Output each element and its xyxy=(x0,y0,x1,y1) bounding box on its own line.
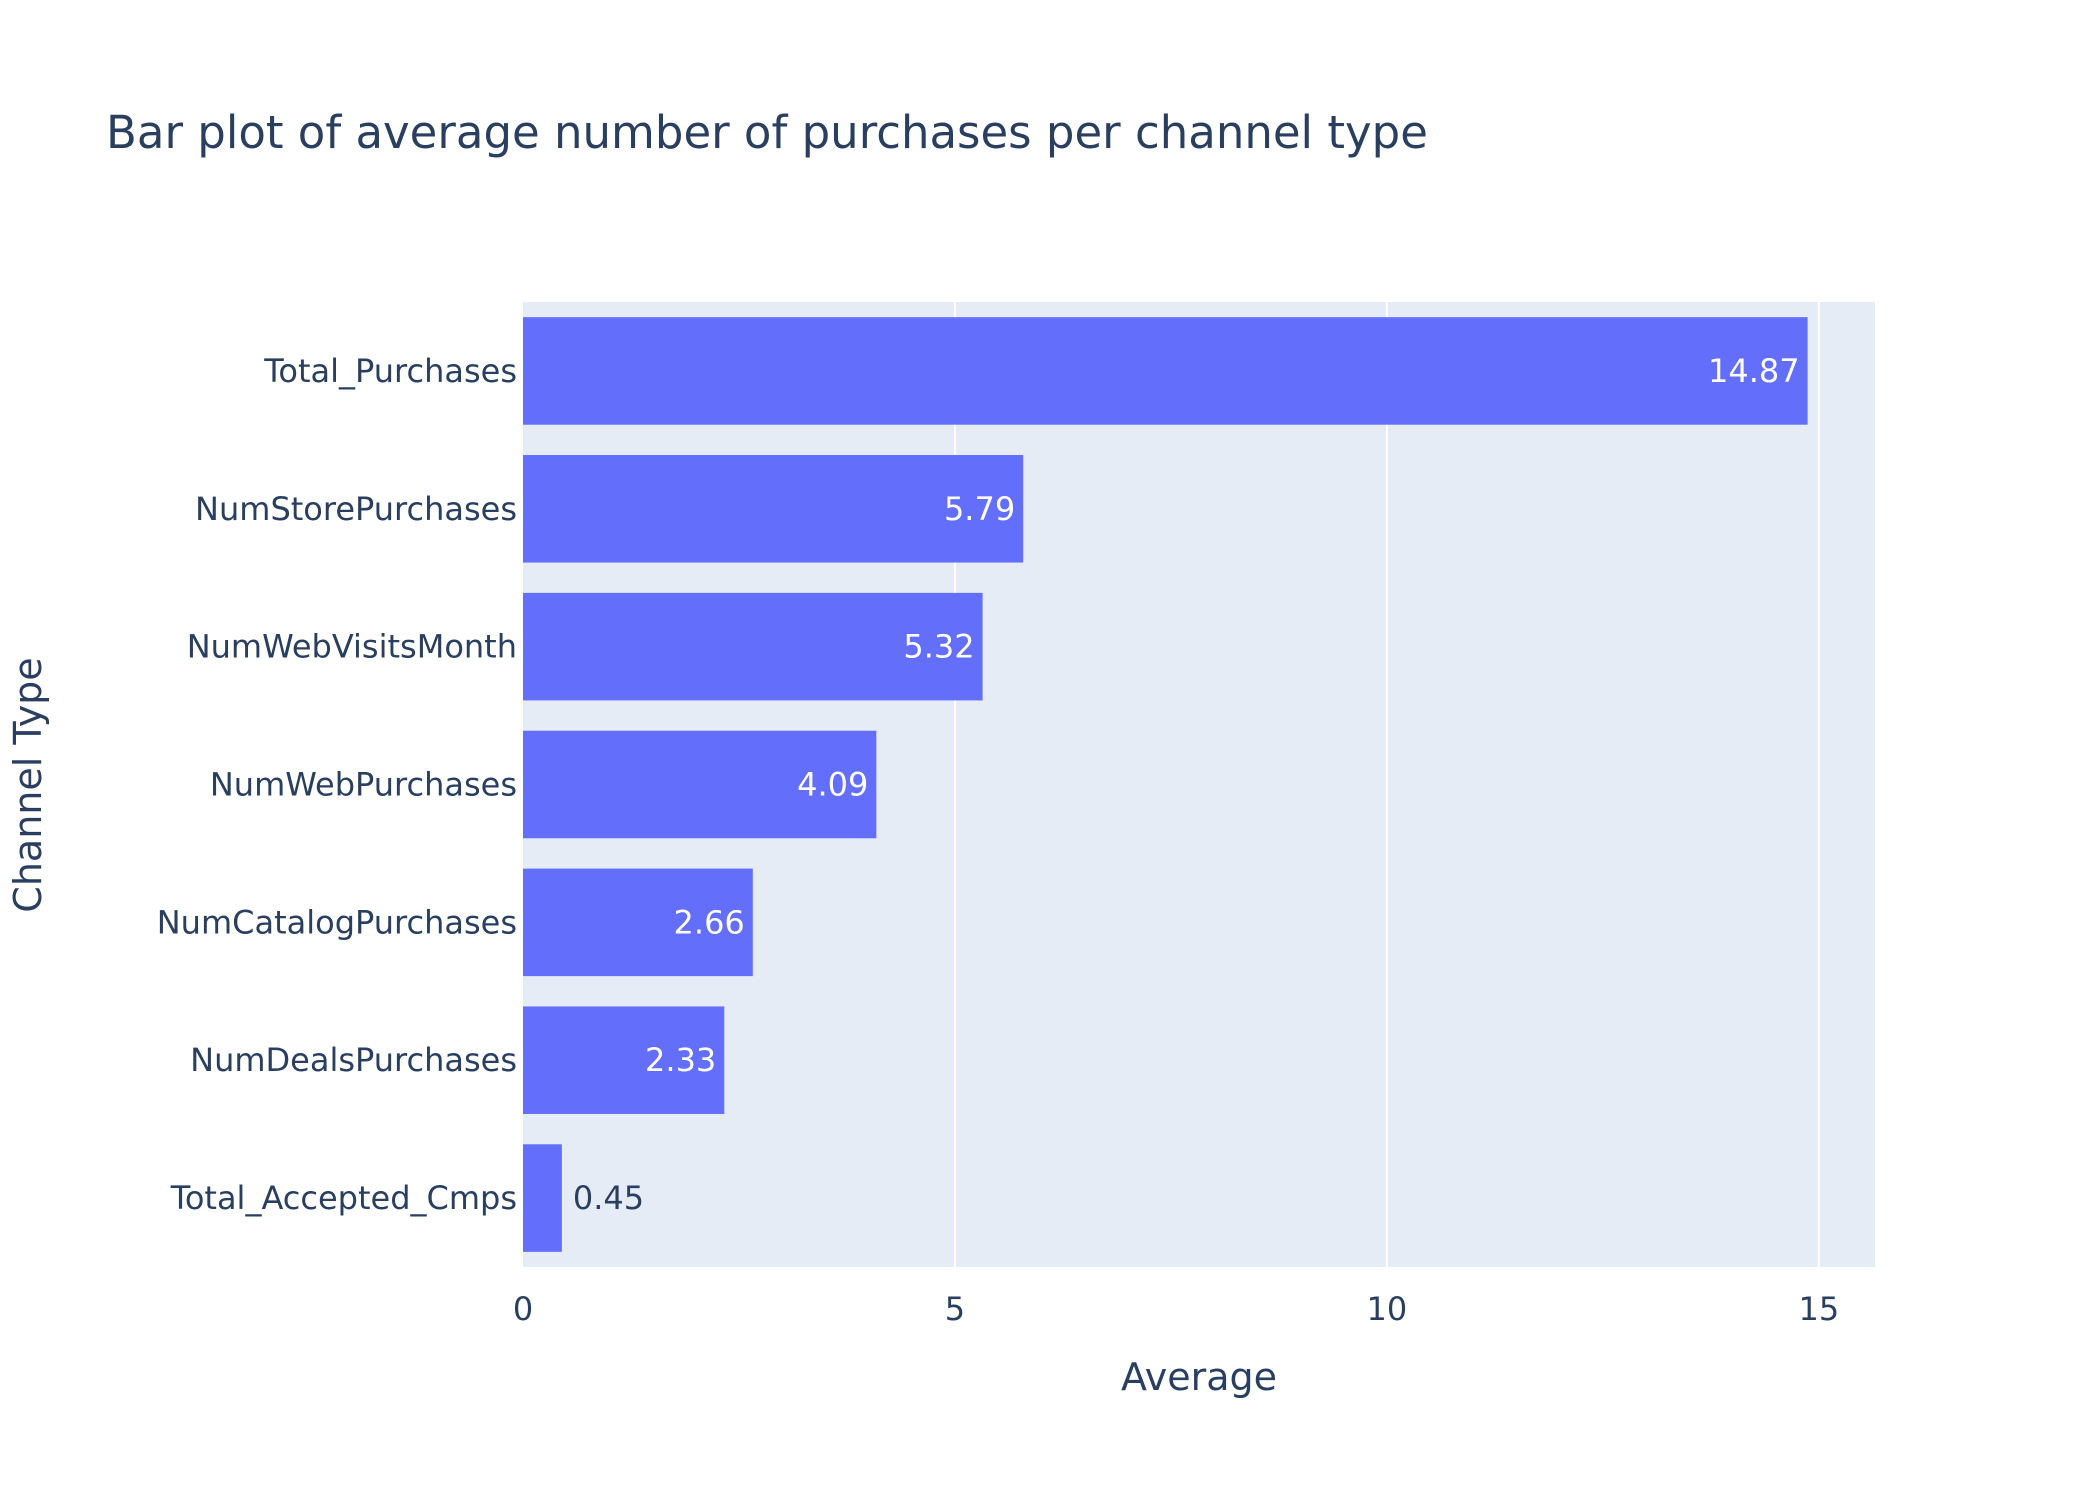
bar xyxy=(523,1144,562,1252)
bar-value-label: 4.09 xyxy=(797,766,868,804)
bar-value-label: 2.66 xyxy=(674,903,745,941)
bar xyxy=(523,1006,725,1114)
chart-title: Bar plot of average number of purchases … xyxy=(106,106,1428,159)
y-tick-label: Total_Accepted_Cmps xyxy=(170,1179,517,1217)
y-tick-label: NumDealsPurchases xyxy=(190,1041,517,1079)
x-axis-title: Average xyxy=(1121,1355,1277,1399)
y-tick-label: NumStorePurchases xyxy=(195,490,517,528)
bar xyxy=(523,317,1808,425)
bars: 14.87 5.79 5.32 4.09 2.66 2.33 0.45 xyxy=(523,317,1808,1252)
bar-value-label: 5.79 xyxy=(944,490,1015,528)
x-tick-label: 0 xyxy=(513,1290,533,1328)
x-tick-label: 5 xyxy=(945,1290,965,1328)
x-tick-label: 10 xyxy=(1367,1290,1408,1328)
bar-value-label: 2.33 xyxy=(645,1041,716,1079)
bar-value-label: 0.45 xyxy=(573,1179,644,1217)
y-tick-label: Total_Purchases xyxy=(263,352,517,390)
bar xyxy=(523,592,983,701)
y-tick-label: NumWebPurchases xyxy=(210,766,517,804)
x-tick-label: 15 xyxy=(1798,1290,1839,1328)
bar xyxy=(523,868,753,977)
bar xyxy=(523,730,877,839)
bar-value-label: 14.87 xyxy=(1708,352,1800,390)
bar xyxy=(523,455,1024,563)
y-axis-title: Channel Type xyxy=(6,657,50,912)
y-tick-label: NumWebVisitsMonth xyxy=(187,628,517,666)
x-axis-tick-labels: 0 5 10 15 xyxy=(513,1290,1839,1328)
y-tick-label: NumCatalogPurchases xyxy=(157,903,517,941)
bar-value-label: 5.32 xyxy=(903,628,974,666)
y-axis-tick-labels: Total_Purchases NumStorePurchases NumWebVi… xyxy=(157,352,517,1217)
